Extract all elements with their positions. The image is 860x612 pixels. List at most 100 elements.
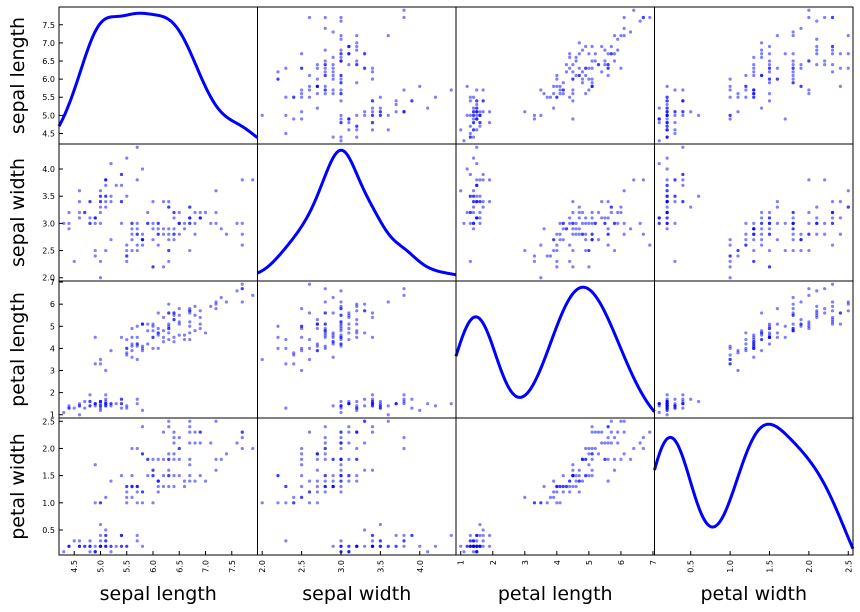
scatter-point (161, 335, 166, 339)
scatter-point (119, 402, 124, 406)
scatter-point (315, 63, 319, 67)
scatter-point (114, 402, 118, 406)
scatter-point (161, 474, 166, 478)
scatter-point (561, 490, 565, 494)
scatter-point (571, 221, 575, 225)
scatter-point (478, 110, 482, 114)
scatter-point (167, 238, 171, 242)
y-tick-label: 2.0 (42, 444, 55, 453)
scatter-point (552, 238, 556, 242)
scatter-point (339, 474, 343, 478)
scatter-point (609, 205, 613, 209)
scatter-point (347, 474, 351, 478)
scatter-point (673, 113, 677, 117)
scatter-point (838, 84, 842, 88)
scatter-point (276, 346, 280, 350)
scatter-point (378, 110, 382, 114)
scatter-point (140, 322, 145, 326)
panel-frame (257, 280, 457, 419)
scatter-point (323, 88, 327, 92)
scatter-point (606, 232, 610, 236)
scatter-point (584, 457, 588, 461)
scatter-point (760, 210, 764, 215)
scatter-point (135, 243, 139, 247)
scatter-point (744, 243, 748, 247)
scatter-point (198, 309, 202, 313)
scatter-point (468, 221, 472, 225)
scatter-point (156, 331, 160, 335)
scatter-point (188, 479, 192, 483)
scatter-point (465, 167, 469, 171)
scatter-point (728, 238, 732, 242)
scatter-point (151, 221, 155, 225)
scatter-point (284, 362, 288, 366)
scatter-point (125, 484, 129, 489)
scatter-point (475, 113, 479, 117)
scatter-point (339, 81, 343, 85)
scatter-point (791, 313, 795, 317)
scatter-point (188, 337, 192, 342)
scatter-point (728, 77, 732, 81)
scatter-point (815, 304, 819, 308)
scatter-point (471, 106, 476, 110)
scatter-point (88, 216, 92, 220)
scatter-point (104, 544, 108, 548)
scatter-point (555, 484, 559, 489)
scatter-point (728, 113, 732, 117)
scatter-point (574, 484, 578, 489)
scatter-point (402, 544, 406, 548)
scatter-point (135, 221, 139, 225)
scatter-point (736, 95, 740, 99)
scatter-point (603, 63, 607, 67)
scatter-point (728, 254, 732, 258)
scatter-point (830, 320, 835, 324)
scatter-point (167, 324, 171, 328)
scatter-point (355, 474, 359, 478)
y-tick-label: 7 (50, 278, 55, 287)
scatter-point (767, 66, 772, 70)
scatter-point (596, 210, 601, 215)
scatter-point (193, 329, 197, 333)
scatter-point (161, 227, 166, 231)
scatter-point (67, 406, 71, 410)
scatter-point (402, 293, 406, 297)
scatter-point (167, 200, 171, 204)
scatter-point (339, 34, 343, 38)
scatter-point (767, 52, 772, 56)
scatter-point (548, 254, 553, 258)
scatter-point (331, 355, 335, 359)
scatter-point (426, 402, 430, 406)
scatter-point (606, 425, 610, 429)
scatter-point (167, 302, 171, 306)
scatter-point (104, 528, 108, 532)
scatter-point (478, 113, 482, 117)
scatter-point (77, 216, 82, 220)
scatter-point (632, 178, 636, 182)
scatter-point (182, 227, 187, 231)
scatter-point (616, 210, 620, 215)
scatter-point (681, 99, 685, 103)
scatter-point (775, 66, 779, 70)
scatter-point (791, 306, 795, 311)
scatter-point (580, 70, 585, 74)
scatter-point (752, 355, 756, 359)
scatter-point (481, 110, 485, 114)
scatter-point (418, 84, 422, 88)
scatter-point (791, 70, 795, 74)
scatter-point (571, 63, 575, 67)
scatter-point (177, 322, 181, 326)
scatter-point (355, 457, 359, 461)
scatter-point (681, 178, 685, 182)
y-axis-label: sepal length (7, 17, 29, 134)
scatter-point (673, 402, 677, 406)
scatter-point (339, 92, 343, 96)
scatter-point (584, 248, 588, 253)
scatter-point (378, 539, 382, 543)
scatter-point (555, 501, 559, 505)
scatter-point (339, 77, 343, 81)
scatter-point (487, 121, 492, 125)
scatter-point (577, 479, 581, 483)
scatter-point (539, 276, 543, 280)
scatter-point (590, 59, 594, 63)
scatter-point (363, 110, 367, 114)
